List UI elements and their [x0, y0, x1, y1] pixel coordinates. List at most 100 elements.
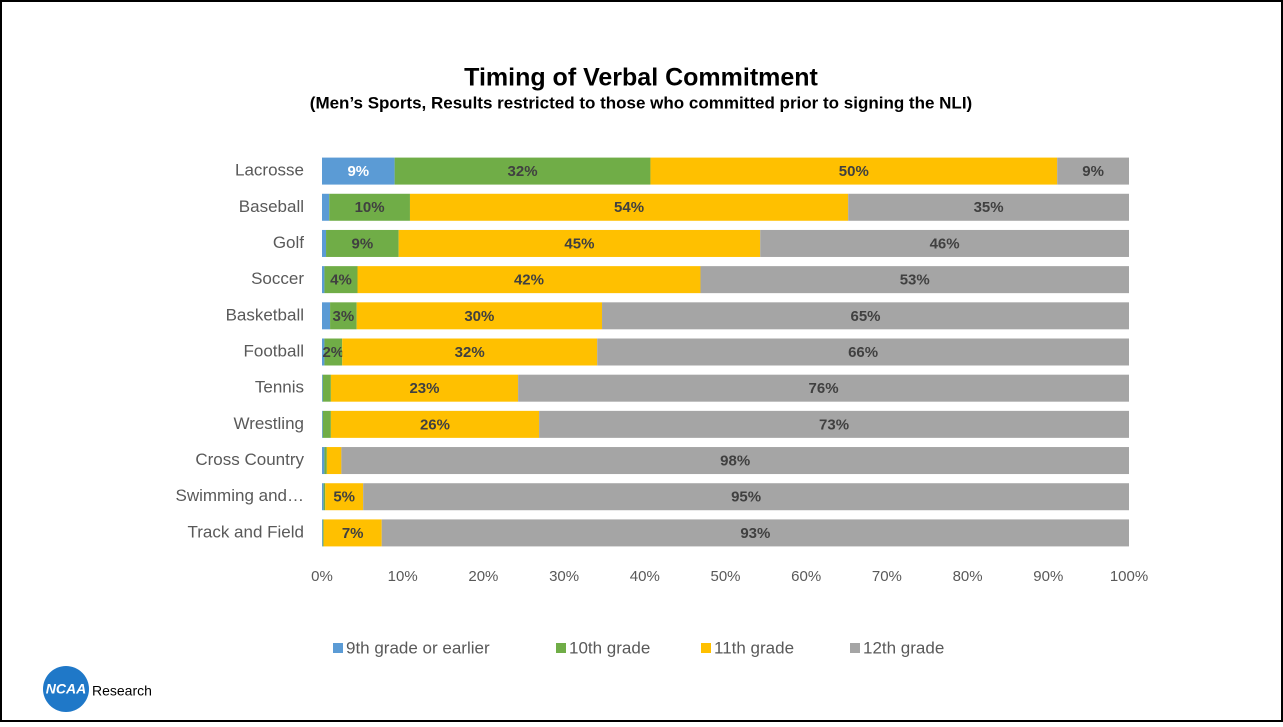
bar-segment: [322, 519, 324, 547]
bar-segment: [398, 229, 761, 257]
y-tick-label: Baseball: [239, 197, 304, 216]
bar-segment: [322, 410, 331, 438]
data-label: 35%: [974, 199, 1004, 216]
bar-segment: [848, 193, 1129, 221]
data-label: 3%: [333, 308, 355, 325]
bar-segment: [322, 410, 323, 438]
logo-mark: NCAA: [46, 681, 86, 697]
x-tick-label: 10%: [388, 568, 418, 585]
legend-swatch: [850, 643, 860, 653]
data-label: 42%: [514, 272, 544, 289]
data-label: 66%: [848, 344, 878, 361]
bar-segment: [322, 193, 330, 221]
bar-segment: [602, 302, 1129, 330]
bar-segment: [381, 519, 1129, 547]
legend-label: 9th grade or earlier: [346, 638, 490, 657]
bar-segment: [700, 266, 1129, 294]
data-label: 32%: [508, 163, 538, 180]
bar-segment: [539, 410, 1129, 438]
legend-swatch: [333, 643, 343, 653]
bar-segment: [322, 157, 395, 185]
legend-label: 10th grade: [569, 638, 650, 657]
bar-segment: [322, 483, 324, 511]
data-label: 9%: [347, 163, 369, 180]
bar-segment: [322, 338, 325, 366]
bar-segment: [394, 157, 651, 185]
bar-segment: [760, 229, 1129, 257]
bar-segment: [322, 447, 325, 475]
x-tick-label: 60%: [791, 568, 821, 585]
bar-segment: [357, 266, 701, 294]
bar-segment: [409, 193, 849, 221]
bar-segment: [329, 193, 410, 221]
x-tick-label: 70%: [872, 568, 902, 585]
bar-segment: [330, 374, 519, 402]
data-label: 65%: [850, 308, 880, 325]
bar-segment: [1057, 157, 1129, 185]
x-tick-label: 0%: [311, 568, 333, 585]
y-tick-label: Cross Country: [195, 450, 304, 469]
data-label: 73%: [819, 416, 849, 433]
bar-segment: [325, 483, 364, 511]
y-tick-label: Lacrosse: [235, 161, 304, 180]
x-tick-label: 80%: [953, 568, 983, 585]
bar-segment: [322, 374, 331, 402]
legend-swatch: [556, 643, 566, 653]
bar-segment: [323, 519, 382, 547]
bar-segment: [330, 302, 357, 330]
y-tick-label: Wrestling: [233, 414, 304, 433]
bar-segment: [341, 447, 1129, 475]
x-tick-label: 100%: [1110, 568, 1148, 585]
data-label: 53%: [900, 272, 930, 289]
data-label: 2%: [322, 344, 344, 361]
y-tick-label: Track and Field: [187, 522, 304, 541]
bar-segment: [322, 266, 325, 294]
x-tick-label: 30%: [549, 568, 579, 585]
x-tick-label: 50%: [710, 568, 740, 585]
x-tick-label: 40%: [630, 568, 660, 585]
data-label: 5%: [333, 489, 355, 506]
bar-segment: [363, 483, 1130, 511]
y-tick-label: Football: [244, 341, 304, 360]
y-tick-label: Soccer: [251, 269, 304, 288]
bar-segment: [518, 374, 1129, 402]
y-tick-label: Swimming and…: [176, 486, 305, 505]
data-label: 45%: [564, 235, 594, 252]
bar-segment: [322, 519, 323, 547]
data-label: 46%: [930, 235, 960, 252]
bar-segment: [323, 483, 326, 511]
data-label: 9%: [352, 235, 374, 252]
bar-segment: [326, 229, 399, 257]
data-label: 10%: [355, 199, 385, 216]
data-label: 95%: [731, 489, 761, 506]
y-tick-label: Golf: [273, 233, 304, 252]
bar-segment: [322, 229, 327, 257]
bar-segment: [356, 302, 603, 330]
bar-segment: [330, 410, 540, 438]
legend-label: 12th grade: [863, 638, 944, 657]
logo: NCAA Research: [43, 666, 152, 712]
chart-title: Timing of Verbal Commitment: [464, 64, 818, 92]
logo-text: Research: [92, 683, 152, 699]
data-label: 93%: [740, 525, 770, 542]
data-label: 30%: [464, 308, 494, 325]
data-label: 9%: [1082, 163, 1104, 180]
bar-segment: [322, 374, 323, 402]
data-label: 7%: [342, 525, 364, 542]
bar-segment: [597, 338, 1129, 366]
bar-segment: [324, 447, 327, 475]
data-label: 23%: [409, 380, 439, 397]
bar-segment: [342, 338, 598, 366]
data-label: 50%: [839, 163, 869, 180]
data-label: 4%: [330, 272, 352, 289]
bar-segment: [324, 266, 358, 294]
data-label: 76%: [809, 380, 839, 397]
x-tick-label: 90%: [1033, 568, 1063, 585]
legend-label: 11th grade: [714, 638, 794, 657]
y-tick-label: Tennis: [255, 378, 304, 397]
chart-subtitle: (Men’s Sports, Results restricted to tho…: [310, 93, 972, 112]
logo-circle: [43, 666, 89, 712]
y-tick-label: Basketball: [226, 305, 304, 324]
data-label: 98%: [720, 453, 750, 470]
